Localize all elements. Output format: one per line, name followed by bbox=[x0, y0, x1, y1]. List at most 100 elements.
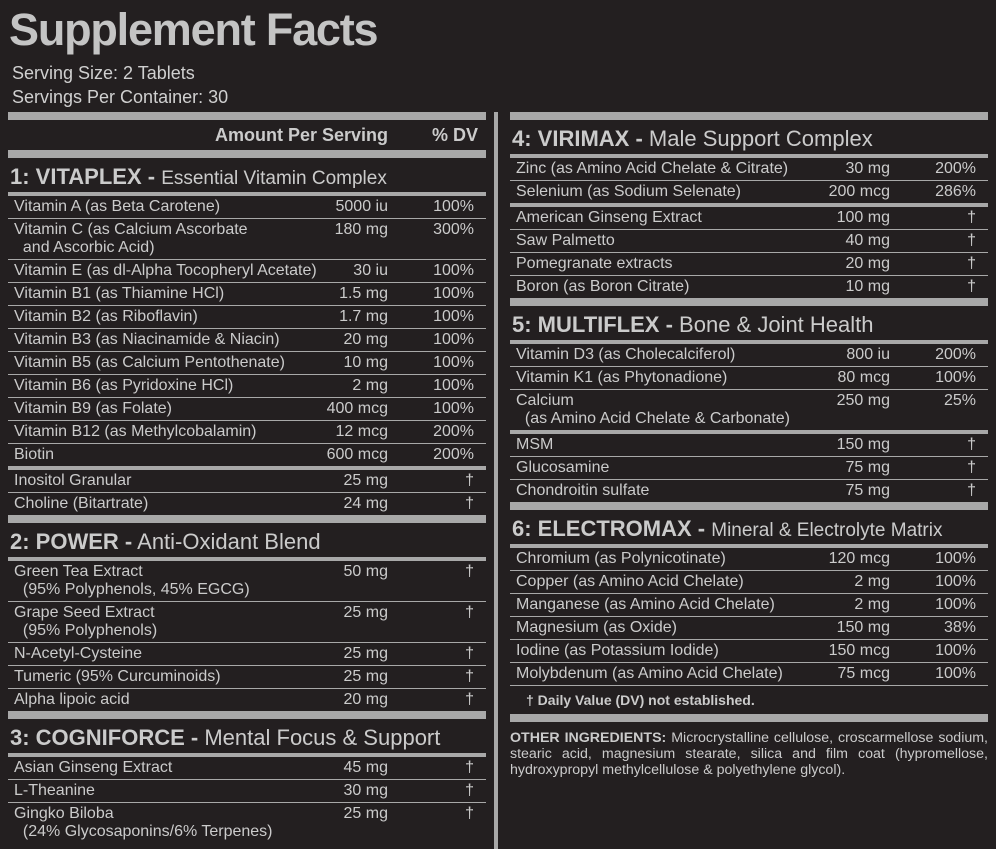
daily-value: † bbox=[967, 209, 976, 226]
daily-value: † bbox=[465, 759, 474, 776]
amount: 150 mcg bbox=[828, 642, 890, 659]
amount: 30 mg bbox=[343, 782, 388, 799]
ingredient-row: Vitamin E (as dl-Alpha Tocopheryl Acetat… bbox=[8, 260, 486, 283]
ingredient-name: Vitamin B3 (as Niacinamide & Niacin) bbox=[14, 331, 280, 348]
section-subtitle: Anti-Oxidant Blend bbox=[137, 529, 321, 554]
ingredient-row: Pomegranate extracts 20 mg † bbox=[510, 253, 988, 276]
ingredient-row: Glucosamine 75 mg † bbox=[510, 457, 988, 480]
amount: 1.7 mg bbox=[339, 308, 388, 325]
amount: 200 mcg bbox=[828, 183, 890, 200]
ingredient-name: Vitamin D3 (as Cholecalciferol) bbox=[516, 346, 736, 363]
section-title: 6: ELECTROMAX - bbox=[512, 516, 706, 541]
ingredient-name: Glucosamine bbox=[516, 459, 610, 476]
bar bbox=[510, 203, 988, 207]
section-heading: 1: VITAPLEX - Essential Vitamin Complex bbox=[8, 158, 486, 192]
ingredient-row: N-Acetyl-Cysteine 25 mg † bbox=[8, 643, 486, 666]
amount: 2 mg bbox=[854, 596, 890, 613]
title: Supplement Facts bbox=[9, 4, 379, 55]
section-subtitle: Mineral & Electrolyte Matrix bbox=[711, 520, 943, 541]
ingredient-row: Biotin 600 mcg 200% bbox=[8, 444, 486, 466]
ingredient-row: Molybdenum (as Amino Acid Chelate) 75 mcg… bbox=[510, 663, 988, 685]
ingredient-name: Vitamin B12 (as Methylcobalamin) bbox=[14, 423, 257, 440]
section-heading: 4: VIRIMAX - Male Support Complex bbox=[510, 120, 988, 154]
ingredient-row: Tumeric (95% Curcuminoids) 25 mg † bbox=[8, 666, 486, 689]
amount: 30 mg bbox=[845, 160, 890, 177]
daily-value: 100% bbox=[935, 369, 976, 386]
amount: 12 mcg bbox=[335, 423, 388, 440]
daily-value: † bbox=[967, 278, 976, 295]
serving-size: Serving Size: 2 Tablets bbox=[12, 63, 195, 83]
amount: 800 iu bbox=[846, 346, 890, 363]
ingredient-row: Selenium (as Sodium Selenate) 200 mcg 286% bbox=[510, 181, 988, 203]
section-title: 4: VIRIMAX - bbox=[512, 126, 643, 151]
daily-value: 100% bbox=[935, 642, 976, 659]
ingredient-row: Iodine (as Potassium Iodide) 150 mcg 100% bbox=[510, 640, 988, 663]
ingredient-name: Magnesium (as Oxide) bbox=[516, 619, 677, 636]
ingredient-row: Vitamin B12 (as Methylcobalamin) 12 mcg 20… bbox=[8, 421, 486, 444]
ingredient-name: MSM bbox=[516, 436, 554, 453]
daily-value: 200% bbox=[935, 160, 976, 177]
ingredient-name: Zinc (as Amino Acid Chelate & Citrate) bbox=[516, 160, 789, 177]
other-ingredients: OTHER INGREDIENTS: Microcrystalline cell… bbox=[510, 722, 988, 778]
amount: 25 mg bbox=[343, 604, 388, 621]
amount: 75 mg bbox=[845, 459, 890, 476]
amount: 25 mg bbox=[343, 645, 388, 662]
ingredient-row: Vitamin B1 (as Thiamine HCl) 1.5 mg 100% bbox=[8, 283, 486, 306]
amount-header: Amount Per Serving bbox=[214, 125, 388, 145]
amount: 2 mg bbox=[352, 377, 388, 394]
ingredient-name: Selenium (as Sodium Selenate) bbox=[516, 183, 742, 200]
daily-value: 38% bbox=[943, 619, 976, 636]
ingredient-name: Vitamin B9 (as Folate) bbox=[14, 400, 172, 417]
amount: 10 mg bbox=[845, 278, 890, 295]
ingredient-row: Manganese (as Amino Acid Chelate) 2 mg 100… bbox=[510, 594, 988, 617]
ingredient-row: American Ginseng Extract 100 mg † bbox=[510, 207, 988, 230]
ingredient-name: Saw Palmetto bbox=[516, 232, 615, 249]
amount: 250 mg bbox=[836, 392, 890, 409]
ingredient-name: Pomegranate extracts bbox=[516, 255, 673, 272]
ingredient-name: Molybdenum (as Amino Acid Chelate) bbox=[516, 665, 783, 682]
section-subtitle: Essential Vitamin Complex bbox=[161, 168, 387, 189]
ingredient-name: Chromium (as Polynicotinate) bbox=[516, 550, 726, 567]
ingredient-row: Asian Ginseng Extract 45 mg † bbox=[8, 757, 486, 780]
amount: 50 mg bbox=[343, 563, 388, 580]
ingredient-name: Choline (Bitartrate) bbox=[14, 495, 149, 512]
ingredient-row: Vitamin B3 (as Niacinamide & Niacin) 20 m… bbox=[8, 329, 486, 352]
amount: 10 mg bbox=[343, 354, 388, 371]
daily-value: 100% bbox=[935, 596, 976, 613]
daily-value: 100% bbox=[433, 285, 474, 302]
daily-value: 100% bbox=[433, 198, 474, 215]
ingredient-row: Vitamin B5 (as Calcium Pentothenate) 10 m… bbox=[8, 352, 486, 375]
amount: 5000 iu bbox=[335, 198, 389, 215]
bar bbox=[8, 466, 486, 470]
daily-value: 100% bbox=[433, 331, 474, 348]
bar bbox=[8, 192, 486, 196]
section-heading: 2: POWER - Anti-Oxidant Blend bbox=[8, 523, 486, 557]
bar bbox=[8, 515, 486, 523]
amount: 25 mg bbox=[343, 668, 388, 685]
ingredient-name: Vitamin B1 (as Thiamine HCl) bbox=[14, 285, 225, 302]
column-divider bbox=[494, 112, 498, 849]
daily-value: 100% bbox=[433, 354, 474, 371]
ingredient-name: Biotin bbox=[14, 446, 55, 463]
daily-value: † bbox=[465, 604, 474, 621]
bar bbox=[8, 150, 486, 158]
ingredient-row: Chondroitin sulfate 75 mg † bbox=[510, 480, 988, 502]
section-subtitle: Bone & Joint Health bbox=[679, 312, 874, 337]
ingredient-row: Gingko Biloba (24% Glycosaponins/6% Terp… bbox=[8, 803, 486, 843]
bar bbox=[510, 430, 988, 434]
daily-value: † bbox=[967, 459, 976, 476]
daily-value: 200% bbox=[433, 423, 474, 440]
amount: 120 mcg bbox=[828, 550, 890, 567]
ingredient-row: L-Theanine 30 mg † bbox=[8, 780, 486, 803]
daily-value: † bbox=[465, 645, 474, 662]
ingredient-row: Vitamin D3 (as Cholecalciferol) 800 iu 200… bbox=[510, 344, 988, 367]
ingredient-name: Green Tea Extract (95% Polyphenols, 45% … bbox=[14, 563, 250, 598]
ingredient-name: L-Theanine bbox=[14, 782, 95, 799]
bar bbox=[510, 714, 988, 722]
ingredient-name: Grape Seed Extract (95% Polyphenols) bbox=[14, 604, 158, 639]
ingredient-row: Green Tea Extract (95% Polyphenols, 45% … bbox=[8, 561, 486, 602]
ingredient-row: Vitamin A (as Beta Carotene) 5000 iu 100% bbox=[8, 196, 486, 219]
daily-value: 100% bbox=[433, 377, 474, 394]
ingredient-row: Vitamin C (as Calcium Ascorbate and Asco… bbox=[8, 219, 486, 260]
